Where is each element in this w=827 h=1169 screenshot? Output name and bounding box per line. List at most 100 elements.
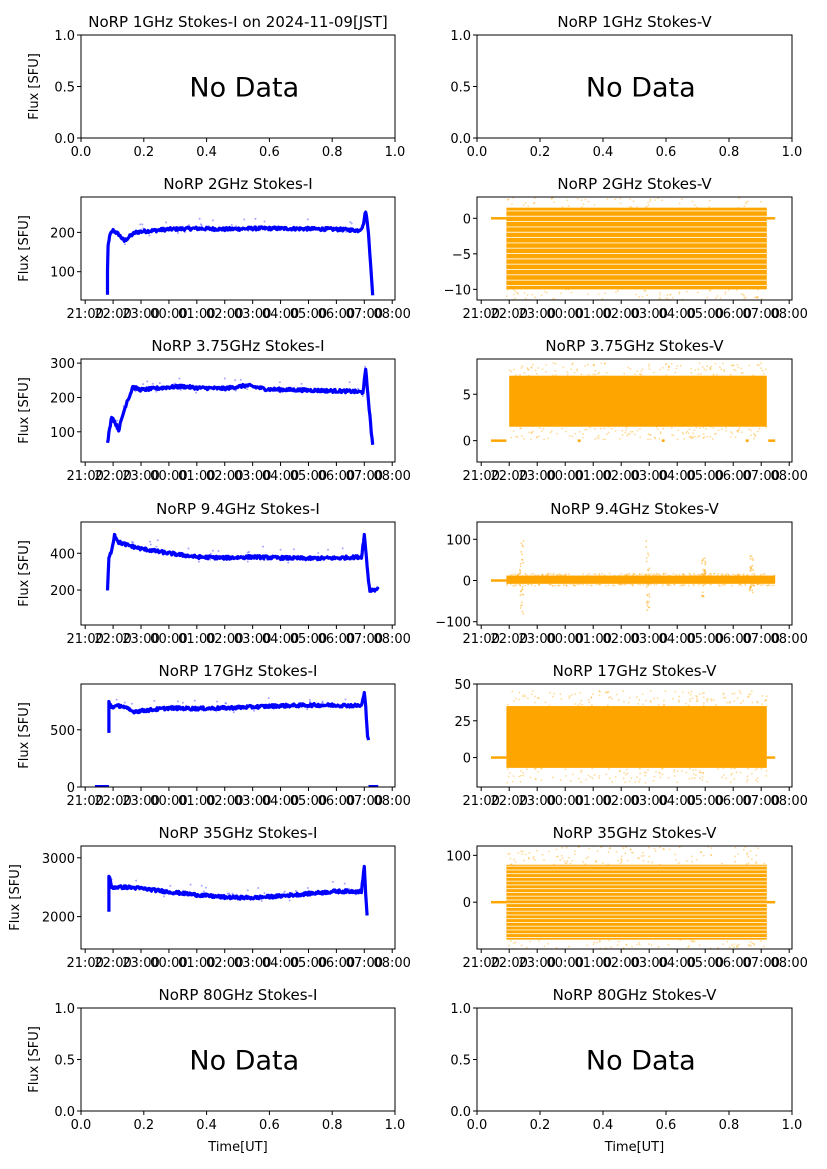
- scatter-point: [513, 368, 516, 371]
- x-tick-label: 05:00: [290, 794, 327, 809]
- scatter-point: [740, 431, 743, 434]
- outlier-point: [132, 541, 135, 544]
- scatter-point: [685, 950, 687, 952]
- scatter-point: [674, 371, 677, 374]
- scatter-point: [736, 289, 738, 291]
- scatter-point: [593, 941, 596, 944]
- scatter-point: [666, 294, 669, 297]
- scatter-point: [767, 584, 770, 587]
- scatter-point: [513, 584, 516, 587]
- outlier-point: [149, 540, 152, 543]
- spike-point: [752, 582, 755, 585]
- scatter-point: [649, 689, 652, 692]
- x-tick-label: 07:00: [346, 794, 383, 809]
- scatter-point: [756, 777, 759, 779]
- scatter-point: [658, 296, 661, 299]
- scatter-point: [619, 202, 622, 205]
- scatter-point: [527, 368, 529, 371]
- scatter-point: [745, 863, 748, 866]
- scatter-point: [690, 367, 693, 370]
- scatter-point: [735, 771, 738, 774]
- x-tick-label: 21:00: [66, 794, 103, 809]
- x-tick-label: 04:00: [262, 469, 299, 484]
- outlier-point: [120, 238, 123, 241]
- scatter-point: [516, 436, 519, 438]
- outlier-point: [141, 223, 144, 226]
- scatter-point: [550, 951, 552, 953]
- x-tick-label: 0.2: [530, 1118, 551, 1133]
- plot-area: [491, 846, 776, 955]
- scatter-point: [772, 584, 775, 587]
- scatter-point: [598, 572, 601, 575]
- axes-frame: [80, 1007, 396, 1112]
- x-tick-label: 21:00: [66, 956, 103, 971]
- scatter-point: [541, 573, 544, 576]
- scatter-point: [723, 370, 726, 373]
- scatter-point: [506, 582, 508, 585]
- x-tick-label: 1.0: [782, 145, 803, 160]
- scatter-point: [611, 781, 613, 783]
- scatter-point: [579, 702, 581, 705]
- scatter-point: [766, 584, 769, 587]
- scatter-point: [773, 574, 776, 576]
- scatter-point: [613, 584, 616, 587]
- outlier-point: [234, 225, 237, 228]
- scatter-point: [555, 374, 557, 376]
- x-tick-label: 05:00: [686, 632, 723, 647]
- scatter-point: [721, 953, 723, 955]
- stokes-i-series: [105, 210, 375, 296]
- scatter-point: [739, 583, 741, 586]
- outlier-point: [123, 701, 126, 704]
- scatter-point: [692, 436, 695, 439]
- scatter-point: [552, 863, 555, 866]
- scatter-point: [569, 779, 572, 782]
- scatter-point: [525, 768, 528, 771]
- scatter-point: [574, 432, 577, 435]
- scatter-point: [567, 304, 569, 306]
- subplot-title: NoRP 9.4GHz Stokes-I: [156, 500, 320, 518]
- outlier-point: [262, 705, 265, 708]
- scatter-point: [688, 572, 691, 575]
- scatter-point: [691, 697, 694, 700]
- scatter-point: [620, 859, 623, 861]
- scatter-point: [543, 188, 545, 190]
- scatter-point: [507, 198, 510, 201]
- scatter-point: [747, 862, 750, 864]
- y-tick-label: −5: [452, 248, 471, 263]
- scatter-point: [593, 203, 596, 206]
- scatter-point: [671, 296, 674, 299]
- scatter-point: [649, 198, 652, 201]
- scatter-point: [522, 774, 525, 777]
- scatter-point: [577, 301, 579, 303]
- outlier-point: [247, 229, 250, 232]
- scatter-point: [745, 574, 748, 577]
- outlier-point: [174, 891, 177, 894]
- x-tick-label: 08:00: [373, 632, 410, 647]
- x-tick-label: 00:00: [150, 469, 187, 484]
- x-tick-label: 06:00: [318, 469, 355, 484]
- outlier-point: [183, 231, 186, 234]
- x-tick-label: 22:00: [94, 794, 131, 809]
- scatter-point: [663, 704, 666, 707]
- outlier-point: [158, 707, 161, 710]
- outlier-point: [254, 217, 257, 220]
- scatter-point: [713, 572, 716, 575]
- subplot-title: NoRP 3.75GHz Stokes-I: [151, 337, 324, 355]
- scatter-point: [751, 194, 753, 196]
- scatter-point: [510, 863, 513, 866]
- scatter-point: [549, 692, 552, 694]
- x-tick-label: 01:00: [574, 469, 611, 484]
- scatter-point: [638, 857, 641, 860]
- outlier-point: [110, 878, 113, 881]
- scatter-point: [639, 778, 641, 781]
- scatter-point: [565, 288, 567, 291]
- scatter-point: [688, 777, 691, 780]
- scatter-point: [718, 366, 721, 369]
- spike-point: [702, 558, 704, 560]
- scatter-point: [737, 366, 740, 369]
- scatter-point: [619, 197, 622, 200]
- scatter-point: [577, 583, 580, 586]
- scatter-point: [614, 198, 617, 201]
- scatter-point: [641, 851, 644, 854]
- spike-point: [750, 555, 753, 558]
